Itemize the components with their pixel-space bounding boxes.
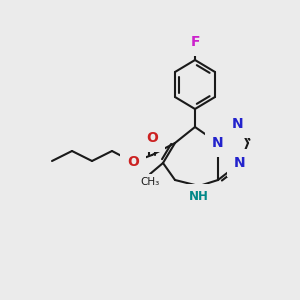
Text: N: N: [212, 136, 224, 150]
Text: O: O: [127, 155, 139, 169]
Text: CH₃: CH₃: [140, 177, 160, 187]
Text: N: N: [234, 156, 246, 170]
Text: F: F: [190, 35, 200, 49]
Text: N: N: [232, 117, 244, 131]
Text: O: O: [146, 131, 158, 145]
Text: NH: NH: [189, 190, 209, 203]
